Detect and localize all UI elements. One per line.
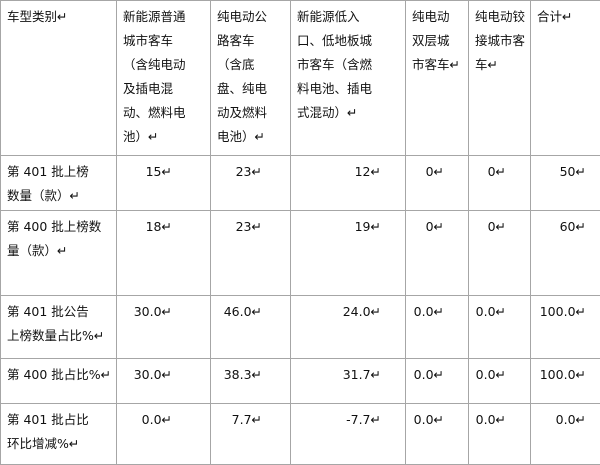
header-cell: 纯电动双层城市客车↵ bbox=[406, 1, 469, 156]
header-cell: 车型类别↵ bbox=[1, 1, 117, 156]
cell-line: 第 400 批占比%↵ bbox=[7, 363, 110, 387]
row-label: 第 401 批上榜数量（款）↵ bbox=[1, 156, 117, 211]
value-cell: 100.0↵ bbox=[531, 296, 600, 359]
value-cell: 0.0↵ bbox=[406, 404, 469, 465]
cell-line: 市客车↵ bbox=[412, 53, 462, 77]
cell-line: 料电池、插电 bbox=[297, 77, 399, 101]
cell-line: 第 401 批公告 bbox=[7, 300, 110, 324]
cell-line: （含底 bbox=[217, 53, 284, 77]
value-cell: 0.0↵ bbox=[469, 359, 531, 404]
row-label: 第 400 批上榜数量（款）↵ bbox=[1, 211, 117, 296]
value-cell: 30.0↵ bbox=[117, 359, 211, 404]
cell-line: 第 401 批占比 bbox=[7, 408, 110, 432]
value-cell: 60↵ bbox=[531, 211, 600, 296]
cell-line: 车↵ bbox=[475, 53, 524, 77]
value-cell: 0↵ bbox=[406, 211, 469, 296]
value-cell: 0↵ bbox=[469, 156, 531, 211]
value-cell: 0.0↵ bbox=[406, 359, 469, 404]
data-row: 第 401 批公告上榜数量占比%↵30.0↵46.0↵24.0↵0.0↵0.0↵… bbox=[1, 296, 600, 359]
value-cell: 7.7↵ bbox=[211, 404, 291, 465]
cell-line: 上榜数量占比%↵ bbox=[7, 324, 110, 348]
header-cell: 新能源普通城市客车（含纯电动及插电混动、燃料电池）↵ bbox=[117, 1, 211, 156]
value-cell: 46.0↵ bbox=[211, 296, 291, 359]
value-cell: 0.0↵ bbox=[469, 404, 531, 465]
value-cell: 0↵ bbox=[406, 156, 469, 211]
data-row: 第 400 批上榜数量（款）↵18↵23↵19↵0↵0↵60↵ bbox=[1, 211, 600, 296]
cell-line: 市客车（含燃 bbox=[297, 53, 399, 77]
cell-line: 池）↵ bbox=[123, 125, 204, 149]
value-cell: -7.7↵ bbox=[291, 404, 406, 465]
cell-line: 路客车 bbox=[217, 29, 284, 53]
value-cell: 31.7↵ bbox=[291, 359, 406, 404]
value-cell: 0.0↵ bbox=[469, 296, 531, 359]
header-cell: 纯电动铰接城市客车↵ bbox=[469, 1, 531, 156]
header-row: 车型类别↵新能源普通城市客车（含纯电动及插电混动、燃料电池）↵纯电动公路客车（含… bbox=[1, 1, 600, 156]
value-cell: 0.0↵ bbox=[406, 296, 469, 359]
data-row: 第 400 批占比%↵30.0↵38.3↵31.7↵0.0↵0.0↵100.0↵ bbox=[1, 359, 600, 404]
header-cell: 纯电动公路客车（含底盘、纯电动及燃料电池）↵ bbox=[211, 1, 291, 156]
header-cell: 合计↵ bbox=[531, 1, 600, 156]
row-label: 第 401 批占比环比增减%↵ bbox=[1, 404, 117, 465]
value-cell: 24.0↵ bbox=[291, 296, 406, 359]
value-cell: 38.3↵ bbox=[211, 359, 291, 404]
cell-line: 接城市客 bbox=[475, 29, 524, 53]
cell-line: 及插电混 bbox=[123, 77, 204, 101]
value-cell: 100.0↵ bbox=[531, 359, 600, 404]
value-cell: 30.0↵ bbox=[117, 296, 211, 359]
cell-line: 动及燃料 bbox=[217, 101, 284, 125]
cell-line: 式混动）↵ bbox=[297, 101, 399, 125]
cell-line: 合计↵ bbox=[537, 5, 594, 29]
row-label: 第 401 批公告上榜数量占比%↵ bbox=[1, 296, 117, 359]
value-cell: 0↵ bbox=[469, 211, 531, 296]
cell-line: 盘、纯电 bbox=[217, 77, 284, 101]
value-cell: 0.0↵ bbox=[117, 404, 211, 465]
cell-line: 环比增减%↵ bbox=[7, 432, 110, 456]
row-label: 第 400 批占比%↵ bbox=[1, 359, 117, 404]
cell-line: 第 401 批上榜 bbox=[7, 160, 110, 184]
cell-line: 纯电动 bbox=[412, 5, 462, 29]
cell-line: 车型类别↵ bbox=[7, 5, 110, 29]
header-cell: 新能源低入口、低地板城市客车（含燃料电池、插电式混动）↵ bbox=[291, 1, 406, 156]
cell-line: 新能源低入 bbox=[297, 5, 399, 29]
value-cell: 15↵ bbox=[117, 156, 211, 211]
cell-line: （含纯电动 bbox=[123, 53, 204, 77]
cell-line: 纯电动公 bbox=[217, 5, 284, 29]
value-cell: 19↵ bbox=[291, 211, 406, 296]
cell-line: 口、低地板城 bbox=[297, 29, 399, 53]
cell-line: 纯电动铰 bbox=[475, 5, 524, 29]
value-cell: 23↵ bbox=[211, 156, 291, 211]
value-cell: 50↵ bbox=[531, 156, 600, 211]
data-row: 第 401 批上榜数量（款）↵15↵23↵12↵0↵0↵50↵ bbox=[1, 156, 600, 211]
cell-line: 量（款）↵ bbox=[7, 239, 110, 263]
cell-line: 城市客车 bbox=[123, 29, 204, 53]
cell-line: 数量（款）↵ bbox=[7, 184, 110, 208]
data-row: 第 401 批占比环比增减%↵0.0↵7.7↵-7.7↵0.0↵0.0↵0.0↵ bbox=[1, 404, 600, 465]
value-cell: 18↵ bbox=[117, 211, 211, 296]
cell-line: 第 400 批上榜数 bbox=[7, 215, 110, 239]
value-cell: 12↵ bbox=[291, 156, 406, 211]
value-cell: 23↵ bbox=[211, 211, 291, 296]
cell-line: 电池）↵ bbox=[217, 125, 284, 149]
cell-line: 新能源普通 bbox=[123, 5, 204, 29]
cell-line: 双层城 bbox=[412, 29, 462, 53]
cell-line: 动、燃料电 bbox=[123, 101, 204, 125]
value-cell: 0.0↵ bbox=[531, 404, 600, 465]
